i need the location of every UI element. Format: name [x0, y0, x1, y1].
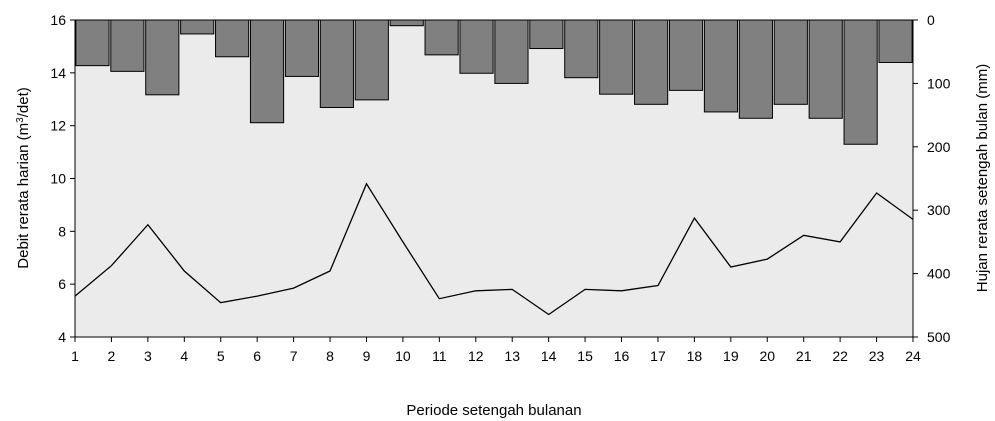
x-tick-label: 11 [432, 348, 447, 364]
x-tick-label: 19 [723, 348, 739, 364]
right-tick-label: 400 [927, 266, 951, 282]
x-tick-label: 9 [363, 348, 371, 364]
x-tick-label: 8 [326, 348, 334, 364]
x-tick-label: 21 [796, 348, 812, 364]
right-tick-label: 0 [927, 12, 935, 28]
left-tick-label: 6 [58, 276, 66, 292]
left-axis: 4 6 8 10 12 14 16 [50, 12, 75, 345]
x-tick-label: 17 [650, 348, 666, 364]
x-tick-label: 22 [832, 348, 848, 364]
x-tick-label: 5 [217, 348, 225, 364]
left-tick-label: 4 [58, 329, 66, 345]
x-tick-label: 24 [905, 348, 921, 364]
rainfall-bars [75, 19, 913, 145]
left-tick-label: 10 [50, 171, 66, 187]
rainfall-bar [634, 19, 669, 105]
rainfall-bar [738, 19, 773, 119]
x-tick-label: 15 [577, 348, 593, 364]
x-tick-label: 10 [395, 348, 411, 364]
x-tick-label: 2 [108, 348, 116, 364]
x-tick-label: 14 [541, 348, 557, 364]
right-tick-label: 100 [927, 75, 951, 91]
rainfall-bar [319, 19, 354, 108]
rainfall-bar [145, 19, 180, 96]
rainfall-bar [249, 19, 285, 124]
x-tick-label: 16 [614, 348, 630, 364]
x-tick-label: 6 [253, 348, 261, 364]
x-axis: 1 2 3 4 5 6 7 8 9 10 11 12 13 14 15 16 17 18 19 20 21 22 23 24 [71, 337, 921, 364]
rainfall-bar [529, 19, 564, 50]
right-tick-label: 200 [927, 139, 951, 155]
x-tick-label: 1 [71, 348, 79, 364]
right-tick-label: 500 [927, 329, 951, 345]
rainfall-bar [75, 19, 110, 67]
discharge-line [74, 182, 914, 316]
left-tick-label: 14 [50, 65, 66, 81]
rainfall-bar [215, 19, 250, 58]
rainfall-bar [110, 19, 145, 72]
x-tick-label: 20 [759, 348, 775, 364]
rainfall-bar [424, 19, 459, 56]
x-tick-label: 7 [290, 348, 298, 364]
rainfall-bar [668, 19, 704, 91]
rainfall-bar [180, 19, 215, 35]
rainfall-bar [843, 19, 878, 145]
x-tick-label: 23 [869, 348, 885, 364]
rainfall-bar [703, 19, 739, 113]
left-axis-title-superscript: 3 [15, 117, 26, 123]
x-tick-label: 3 [144, 348, 152, 364]
x-tick-label: 12 [468, 348, 484, 364]
left-tick-label: 12 [50, 118, 66, 134]
left-axis-title: Debit rerata harian (m3/det) [15, 87, 33, 268]
rainfall-bar [459, 19, 494, 74]
rainfall-bar [354, 19, 389, 101]
rainfall-bar [599, 19, 634, 95]
right-axis-title: Hujan rerata setengah bulan (mm) [974, 64, 991, 292]
rainfall-bar [389, 19, 424, 27]
x-tick-label: 4 [180, 348, 188, 364]
rainfall-bar [284, 19, 320, 77]
rainfall-bar [808, 19, 843, 119]
right-tick-label: 300 [927, 202, 951, 218]
x-tick-label: 13 [504, 348, 520, 364]
x-tick-label: 18 [687, 348, 703, 364]
rainfall-bar [878, 19, 913, 63]
rainfall-bar [773, 19, 808, 105]
left-tick-label: 8 [58, 223, 66, 239]
rainfall-bar [494, 19, 529, 84]
rainfall-bar [564, 19, 599, 79]
right-axis: 0 100 200 300 400 500 [913, 12, 951, 345]
plot-area [74, 19, 914, 338]
left-tick-label: 16 [50, 12, 66, 28]
x-axis-title: Periode setengah bulanan [406, 402, 581, 419]
